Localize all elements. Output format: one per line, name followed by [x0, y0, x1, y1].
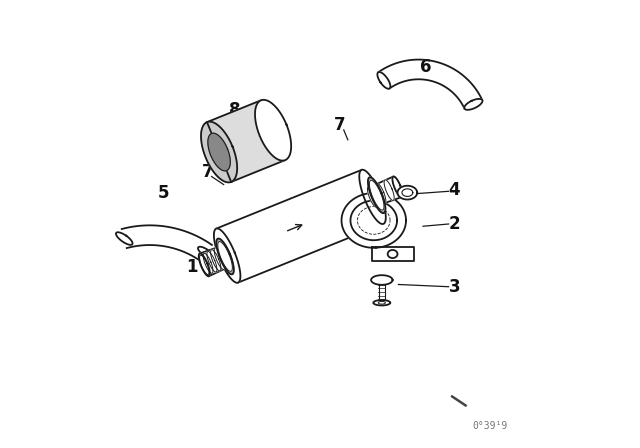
Text: 5: 5: [157, 184, 169, 202]
Polygon shape: [216, 238, 234, 274]
Text: 6: 6: [420, 58, 431, 76]
Polygon shape: [255, 100, 291, 160]
Polygon shape: [464, 99, 483, 110]
Polygon shape: [204, 253, 213, 273]
Polygon shape: [376, 183, 386, 204]
Text: 7: 7: [334, 116, 346, 134]
Polygon shape: [218, 241, 232, 271]
Polygon shape: [200, 255, 209, 275]
Ellipse shape: [373, 300, 390, 306]
Polygon shape: [371, 275, 392, 285]
Polygon shape: [371, 247, 414, 261]
Polygon shape: [198, 247, 214, 259]
Polygon shape: [369, 180, 384, 210]
Polygon shape: [207, 100, 285, 182]
Polygon shape: [397, 186, 417, 199]
Polygon shape: [201, 121, 237, 182]
Text: 8: 8: [229, 101, 241, 119]
Polygon shape: [392, 177, 403, 197]
Polygon shape: [368, 177, 385, 213]
Text: 3: 3: [449, 278, 460, 296]
Polygon shape: [208, 133, 230, 171]
Polygon shape: [200, 246, 231, 276]
Text: 2: 2: [449, 215, 460, 233]
Polygon shape: [392, 177, 403, 197]
Polygon shape: [122, 225, 212, 261]
Polygon shape: [214, 248, 225, 270]
Polygon shape: [116, 232, 132, 245]
Polygon shape: [378, 72, 390, 89]
Polygon shape: [384, 180, 394, 201]
Polygon shape: [359, 170, 386, 224]
Polygon shape: [207, 251, 217, 272]
Polygon shape: [218, 246, 228, 268]
Polygon shape: [211, 250, 221, 271]
Polygon shape: [378, 60, 483, 108]
Polygon shape: [216, 170, 383, 283]
Polygon shape: [199, 254, 210, 276]
Polygon shape: [342, 193, 406, 248]
Text: 7: 7: [202, 164, 214, 181]
Text: 0°39¹9: 0°39¹9: [472, 421, 508, 431]
Polygon shape: [214, 228, 241, 283]
Polygon shape: [221, 244, 233, 267]
Polygon shape: [367, 186, 378, 207]
Text: 1: 1: [187, 258, 198, 276]
Text: 4: 4: [449, 181, 460, 199]
Polygon shape: [369, 177, 401, 206]
